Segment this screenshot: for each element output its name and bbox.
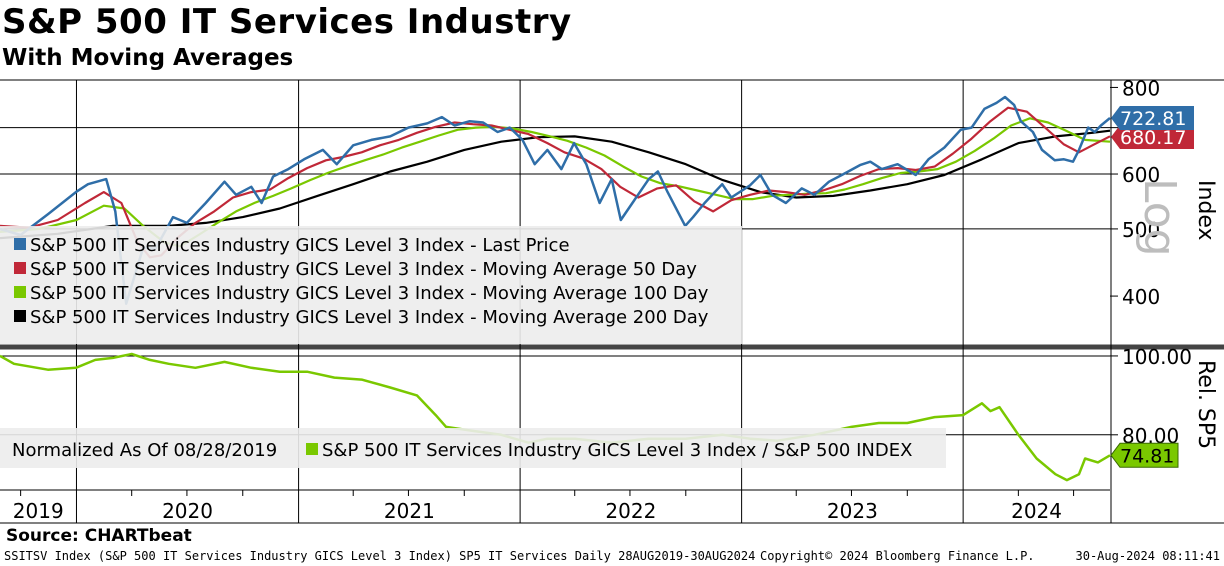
series-line-2 xyxy=(0,117,1111,248)
rel-tag-bg xyxy=(1110,442,1179,468)
x-tick-label: 2024 xyxy=(1011,499,1062,523)
y-tick-label: 500 xyxy=(1122,218,1160,242)
footer-timestamp: 30-Aug-2024 08:11:41 xyxy=(1075,549,1221,563)
rel-axis-title: Rel. SP5 xyxy=(1193,360,1218,449)
legend-swatch xyxy=(14,262,26,274)
last-value-tag-ma50: 680.17 xyxy=(1111,125,1194,149)
legend-label: S&P 500 IT Services Industry GICS Level … xyxy=(30,235,570,256)
x-tick-label: 2020 xyxy=(162,499,213,523)
rel-tick-label: 100.00 xyxy=(1122,345,1192,369)
legend-label: S&P 500 IT Services Industry GICS Level … xyxy=(30,259,697,280)
y-tick-label: 800 xyxy=(1122,76,1160,100)
legend-label: S&P 500 IT Services Industry GICS Level … xyxy=(30,307,709,328)
series-line-3 xyxy=(0,129,1111,240)
series-line-1 xyxy=(0,106,1111,259)
last-value-tag-ma50-bg xyxy=(1111,125,1194,149)
y-axis-title: Index xyxy=(1193,180,1218,241)
rel-legend-swatch xyxy=(306,443,318,455)
y-tick-label: 600 xyxy=(1122,163,1160,187)
rel-legend: Normalized As Of 08/28/2019 S&P 500 IT Se… xyxy=(0,428,946,468)
footer-copyright: Copyright© 2024 Bloomberg Finance L.P. xyxy=(760,549,1035,563)
rel-legend-label: S&P 500 IT Services Industry GICS Level … xyxy=(322,440,912,461)
y-tick-label: 400 xyxy=(1122,285,1160,309)
legend-swatch xyxy=(14,286,26,298)
x-tick-label: 2022 xyxy=(605,499,656,523)
last-value-tag-price-bg xyxy=(1111,106,1194,130)
rel-legend-box xyxy=(0,428,946,468)
source-text: Source: CHARTbeat xyxy=(6,526,192,546)
legend-label: S&P 500 IT Services Industry GICS Level … xyxy=(30,283,709,304)
x-tick-label: 2021 xyxy=(384,499,435,523)
last-value-tag-ma50-text: 680.17 xyxy=(1120,127,1186,149)
legend: S&P 500 IT Services Industry GICS Level … xyxy=(0,226,742,344)
legend-box xyxy=(0,226,742,344)
rel-tag-text: 74.81 xyxy=(1120,445,1174,467)
x-tick-label: 2019 xyxy=(13,499,64,523)
legend-swatch xyxy=(14,310,26,322)
series-line-0 xyxy=(0,95,1111,305)
chart-subtitle: With Moving Averages xyxy=(2,45,294,71)
last-value-tag-price: 722.81 xyxy=(1111,106,1194,130)
legend-swatch xyxy=(14,238,26,250)
footer-ticker: SSITSV Index (S&P 500 IT Services Indust… xyxy=(4,549,756,563)
rel-annotation: Normalized As Of 08/28/2019 xyxy=(12,440,277,461)
log-scale-label: Log xyxy=(1134,178,1185,257)
last-value-tag-rel: 74.81 xyxy=(1110,442,1179,468)
last-value-tag-price-text: 722.81 xyxy=(1120,108,1186,130)
chart-title: S&P 500 IT Services Industry xyxy=(2,2,572,42)
x-tick-label: 2023 xyxy=(827,499,878,523)
